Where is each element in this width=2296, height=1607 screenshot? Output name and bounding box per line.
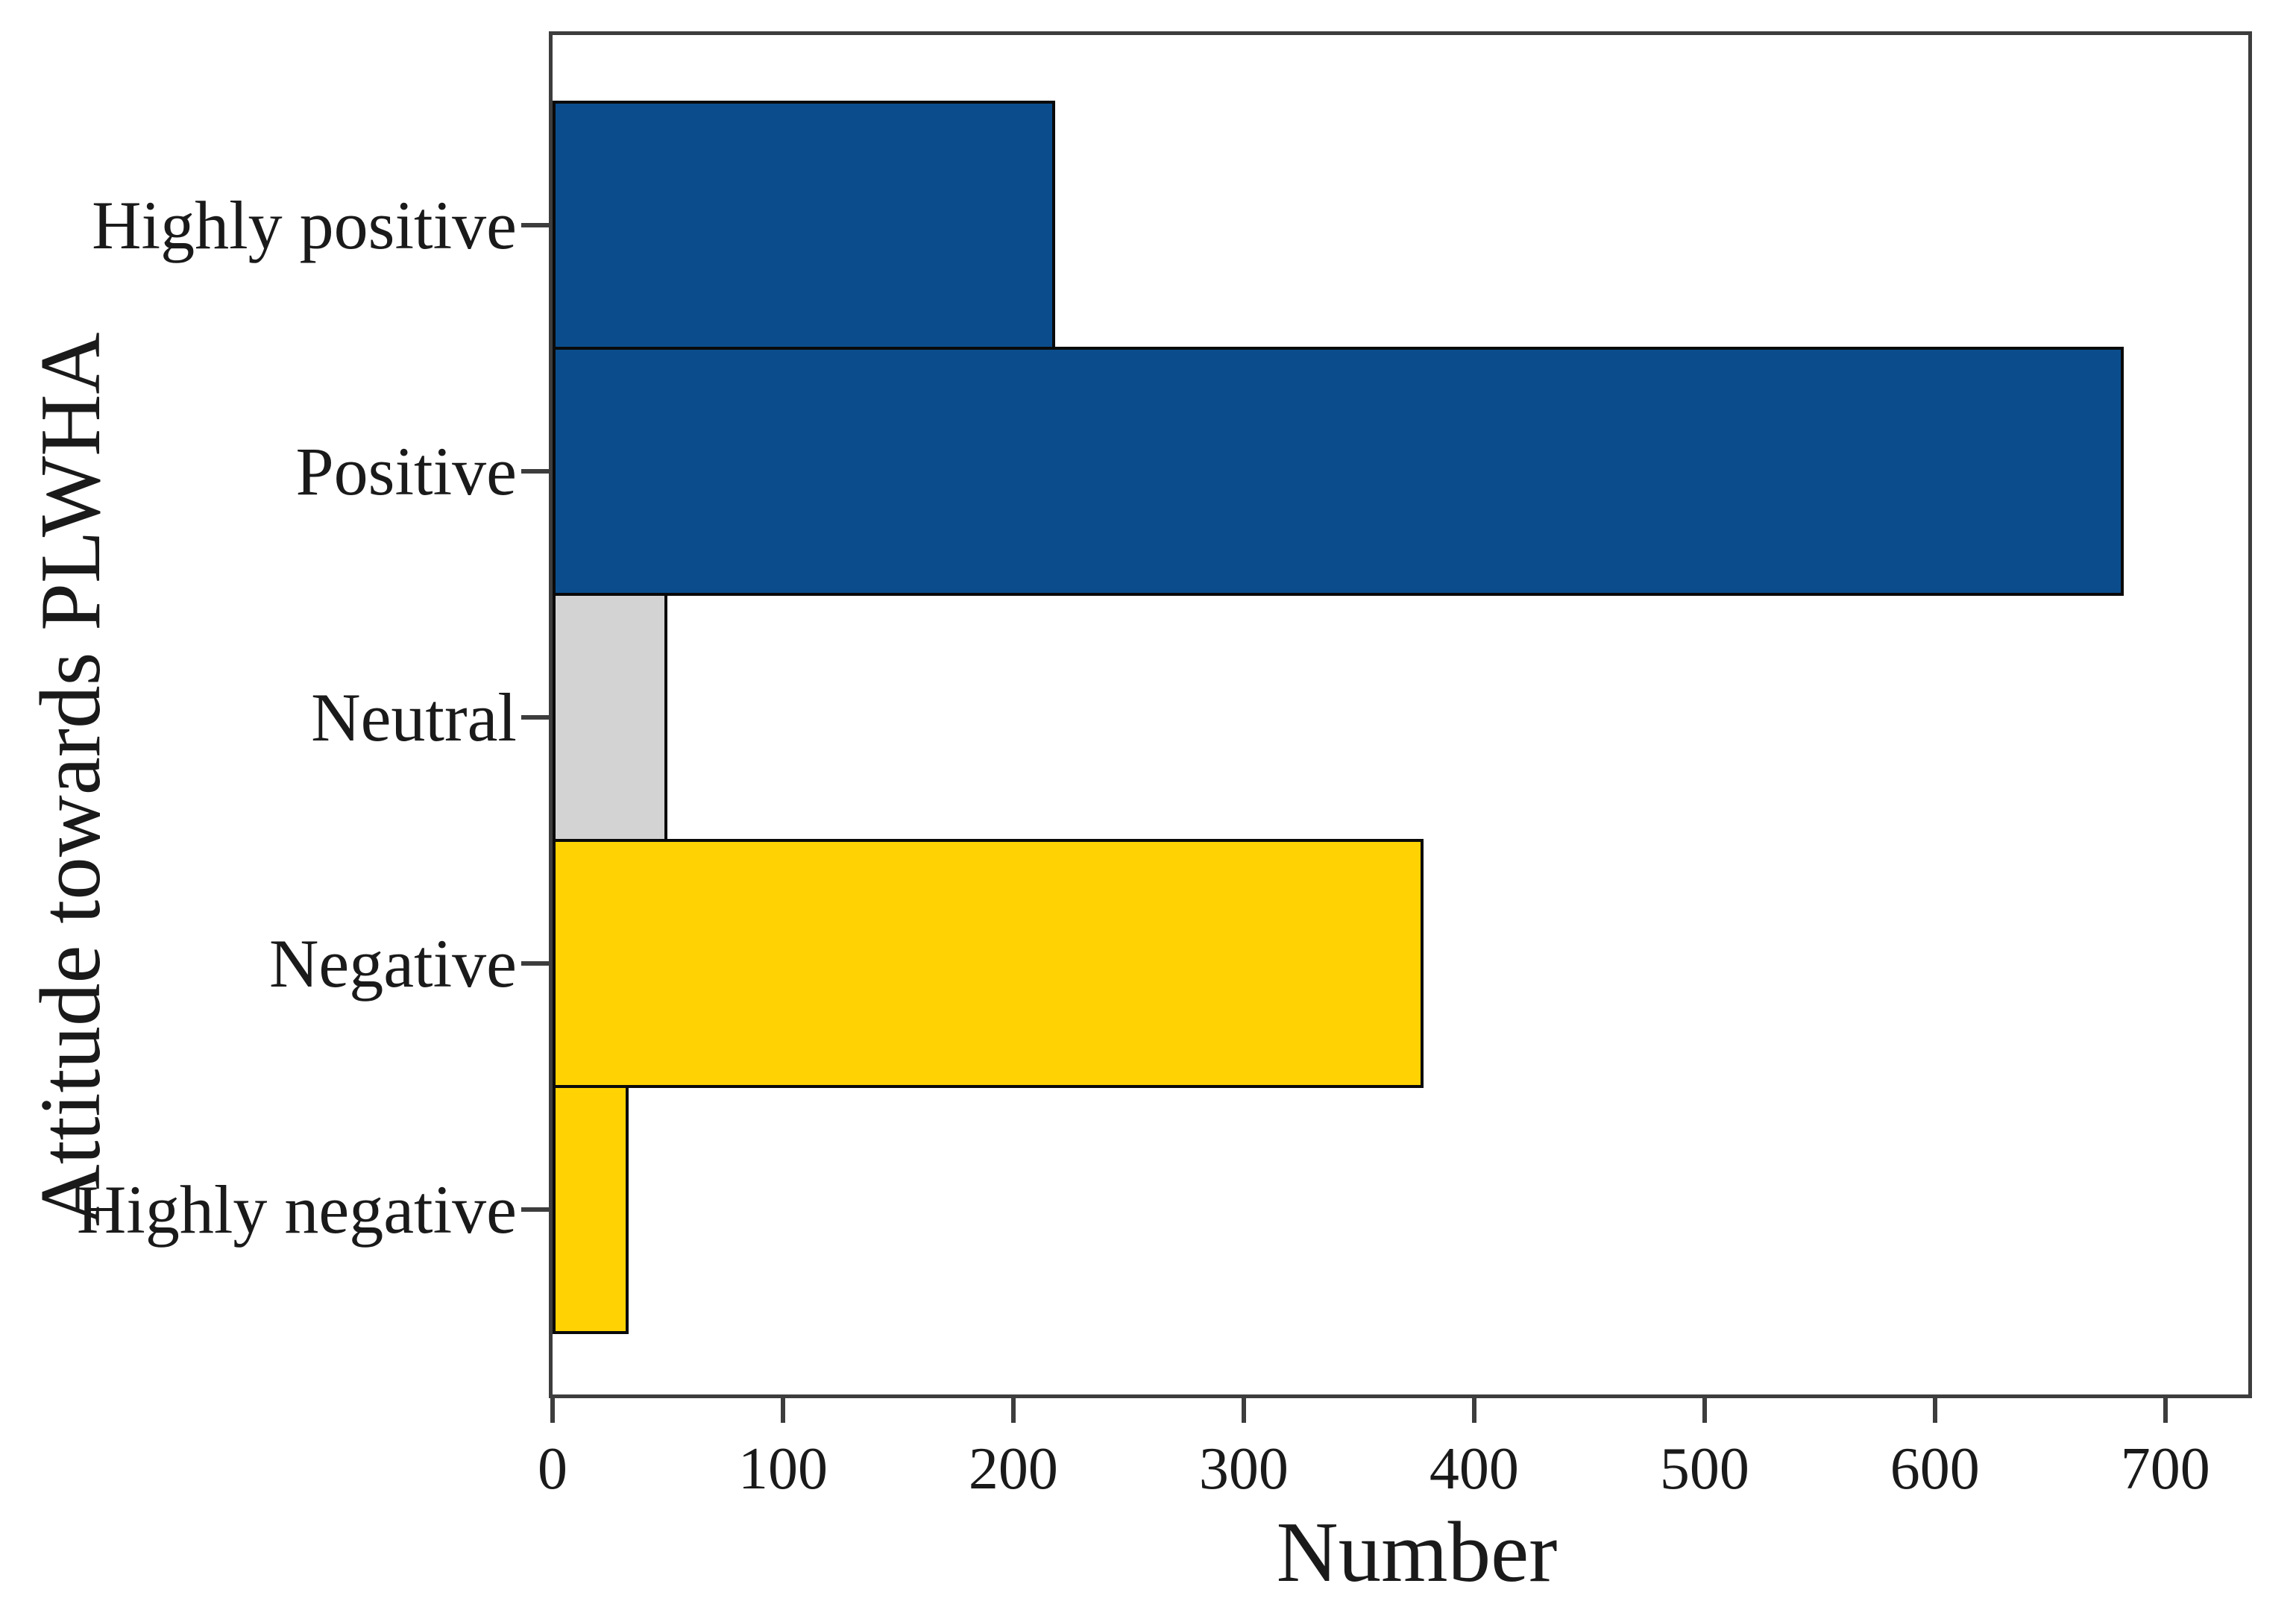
x-tick-500: [1702, 1394, 1707, 1423]
x-tick-300: [1241, 1394, 1246, 1423]
y-tick-label-highly-negative: Highly negative: [76, 1172, 517, 1248]
x-tick-label-0: 0: [538, 1436, 567, 1502]
x-tick-label-200: 200: [968, 1436, 1058, 1502]
x-tick-400: [1471, 1394, 1476, 1423]
y-tick-negative: [521, 961, 553, 966]
y-tick-positive: [521, 469, 553, 474]
bar-positive: [553, 347, 2124, 596]
x-tick-label-300: 300: [1198, 1436, 1289, 1502]
x-axis-title: Number: [1276, 1505, 1558, 1600]
bar-highly-positive: [553, 101, 1055, 350]
bar-neutral: [553, 593, 668, 842]
y-tick-neutral: [521, 715, 553, 720]
x-tick-label-400: 400: [1429, 1436, 1519, 1502]
y-tick-label-positive: Positive: [295, 433, 517, 509]
x-tick-label-100: 100: [737, 1436, 828, 1502]
x-tick-200: [1010, 1394, 1016, 1423]
x-tick-100: [780, 1394, 785, 1423]
y-tick-label-highly-positive: Highly positive: [92, 187, 517, 263]
y-tick-label-negative: Negative: [268, 925, 517, 1001]
x-tick-label-500: 500: [1659, 1436, 1749, 1502]
y-tick-label-neutral: Neutral: [311, 679, 517, 755]
x-tick-0: [550, 1394, 555, 1423]
y-tick-highly-positive: [521, 223, 553, 227]
x-tick-700: [2163, 1394, 2168, 1423]
x-tick-600: [1932, 1394, 1937, 1423]
bar-highly-negative: [553, 1085, 629, 1334]
x-tick-label-700: 700: [2120, 1436, 2210, 1502]
bar-negative: [553, 839, 1424, 1088]
y-tick-highly-negative: [521, 1207, 553, 1212]
x-tick-label-600: 600: [1890, 1436, 1980, 1502]
